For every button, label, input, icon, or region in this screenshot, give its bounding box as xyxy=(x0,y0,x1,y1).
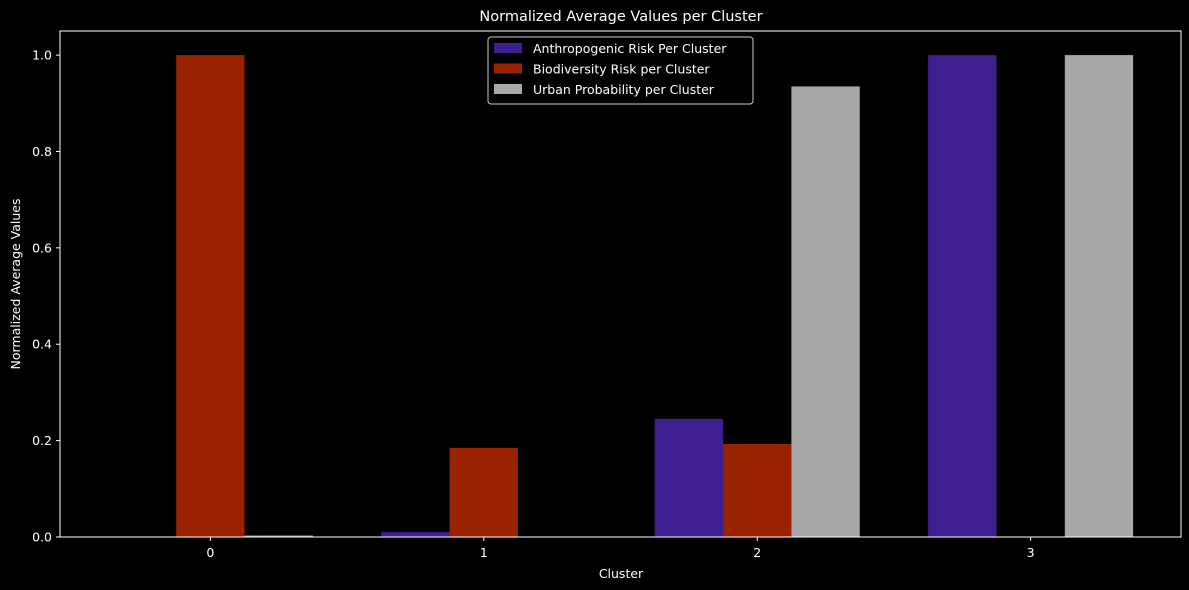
y-axis-label: Normalized Average Values xyxy=(8,198,23,369)
bar-series-0-cluster-1 xyxy=(381,532,450,537)
bar-series-2-cluster-2 xyxy=(791,86,860,538)
y-tick-label: 0.4 xyxy=(32,337,52,352)
y-tick-label: 0.2 xyxy=(32,433,52,448)
bars-layer xyxy=(176,55,1134,538)
legend-swatch-0 xyxy=(494,43,522,53)
plot-frame xyxy=(59,30,1182,538)
bar-series-1-cluster-1 xyxy=(449,447,518,537)
legend: Anthropogenic Risk Per Cluster Biodiversi… xyxy=(487,36,754,105)
legend-swatch-1 xyxy=(494,63,522,74)
x-tick-label: 3 xyxy=(1027,545,1035,560)
x-axis: 0 1 2 3 xyxy=(206,537,1035,560)
legend-label-1: Biodiversity Risk per Cluster xyxy=(533,62,710,77)
bar-series-1-cluster-2 xyxy=(723,443,792,537)
y-tick-label: 0.6 xyxy=(32,240,52,255)
x-tick-label: 0 xyxy=(206,545,214,560)
bar-series-2-cluster-0 xyxy=(244,535,313,537)
y-axis: 0.0 0.2 0.4 0.6 0.8 1.0 xyxy=(32,48,60,545)
legend-box xyxy=(487,36,754,105)
x-tick-label: 1 xyxy=(480,545,488,560)
x-axis-label: Cluster xyxy=(599,566,644,581)
bar-series-2-cluster-3 xyxy=(1064,55,1134,537)
legend-label-0: Anthropogenic Risk Per Cluster xyxy=(533,41,727,56)
bar-series-0-cluster-2 xyxy=(654,418,724,537)
legend-label-2: Urban Probability per Cluster xyxy=(533,82,715,97)
legend-swatch-2 xyxy=(494,84,522,94)
bar-series-1-cluster-0 xyxy=(176,55,245,537)
x-tick-label: 2 xyxy=(753,545,761,560)
y-tick-label: 0.8 xyxy=(32,144,52,159)
chart-title: Normalized Average Values per Cluster xyxy=(479,9,762,25)
y-tick-label: 0.0 xyxy=(32,530,52,545)
bar-series-0-cluster-3 xyxy=(928,55,997,537)
y-tick-label: 1.0 xyxy=(32,48,52,63)
